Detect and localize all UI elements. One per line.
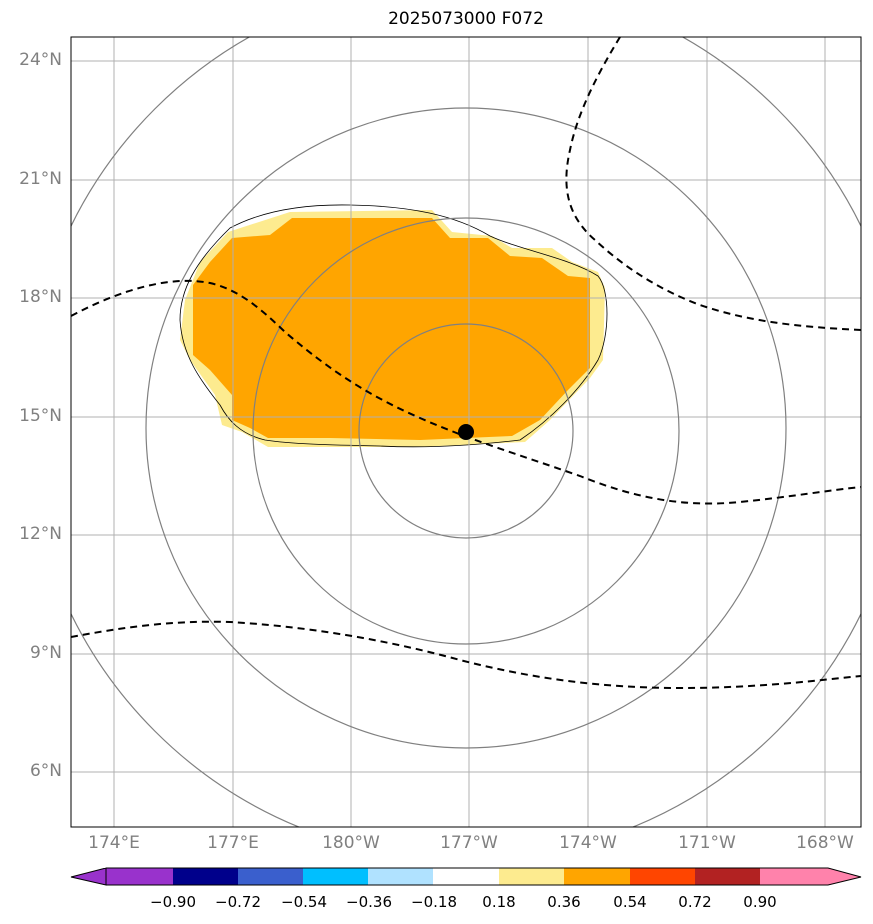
colorbar-segment [695,868,760,885]
colorbar-label-6: 0.18 [482,893,516,911]
colorbar-extend-low [71,868,106,885]
colorbar-label-9: 0.72 [678,893,712,911]
lon-label-177w: 177°W [440,833,498,853]
colorbar-label-3: −0.54 [281,893,327,911]
dashed-contour-upper-right [565,37,861,331]
dashed-contour-mid [71,279,861,505]
shading-dark-region [193,218,590,440]
dashed-contour-south [71,620,861,690]
lat-label-12n: 12°N [19,524,62,544]
dashed-contours [71,37,861,690]
colorbar-extend-high [828,868,861,885]
colorbar-label-5: −0.18 [411,893,457,911]
graticule [71,37,861,827]
field-outline [179,204,608,448]
plot-frame [70,36,862,828]
colorbar-segment [303,868,368,885]
lon-label-174e: 174°E [88,833,140,853]
colorbar-segment [368,868,433,885]
colorbar-segment [173,868,238,885]
lon-label-171w: 171°W [678,833,736,853]
colorbar-segment [238,868,303,885]
colorbar-label-8: 0.54 [613,893,647,911]
lon-label-177e: 177°E [207,833,259,853]
lat-label-21n: 21°N [19,169,62,189]
colorbar-segment [433,868,499,885]
colorbar-segment [630,868,695,885]
range-rings [71,37,861,827]
lat-label-18n: 18°N [19,287,62,307]
colorbar-label-1: −0.90 [150,893,196,911]
lat-label-24n: 24°N [19,50,62,70]
colorbar-segment [499,868,564,885]
colorbar [70,867,862,886]
storm-center-marker [458,424,474,440]
lon-label-174w: 174°W [559,833,617,853]
colorbar-label-7: 0.36 [547,893,581,911]
map-title: 2025073000 F072 [388,9,544,29]
colorbar-segment [564,868,630,885]
colorbar-segment [106,868,173,885]
lon-label-180w: 180°W [322,833,380,853]
colorbar-label-2: −0.72 [215,893,261,911]
lat-label-9n: 9°N [29,643,62,663]
map-plot [70,36,862,828]
lon-label-168w: 168°W [796,833,854,853]
lat-label-15n: 15°N [19,406,62,426]
lat-label-6n: 6°N [29,761,62,781]
colorbar-label-10: 0.90 [743,893,777,911]
colorbar-label-4: −0.36 [346,893,392,911]
colorbar-segment [760,868,828,885]
